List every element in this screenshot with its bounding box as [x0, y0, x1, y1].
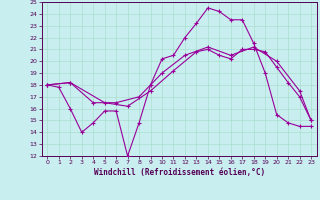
X-axis label: Windchill (Refroidissement éolien,°C): Windchill (Refroidissement éolien,°C) [94, 168, 265, 177]
